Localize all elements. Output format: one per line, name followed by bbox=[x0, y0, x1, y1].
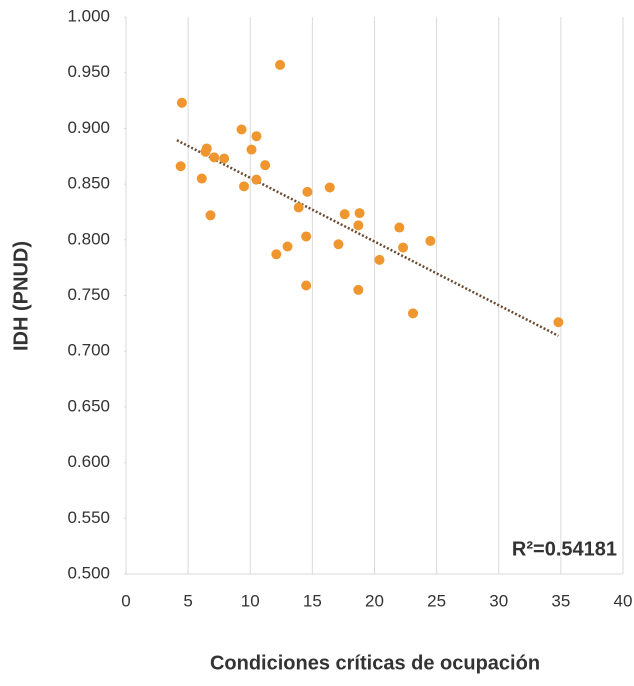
y-tick-label: 1.000 bbox=[67, 6, 110, 25]
y-tick-label: 0.850 bbox=[67, 174, 110, 193]
point bbox=[302, 186, 313, 197]
x-tick-label: 20 bbox=[365, 591, 384, 610]
trendline bbox=[176, 139, 559, 337]
point bbox=[209, 152, 220, 163]
r2-annotation: R²=0.54181 bbox=[512, 538, 617, 560]
x-tick-label: 10 bbox=[241, 591, 260, 610]
point bbox=[246, 144, 257, 155]
point bbox=[251, 174, 262, 185]
point bbox=[196, 173, 207, 184]
x-tick-label: 15 bbox=[303, 591, 322, 610]
x-tick-label: 40 bbox=[614, 591, 633, 610]
point bbox=[219, 153, 230, 164]
point bbox=[353, 284, 364, 295]
point bbox=[205, 210, 216, 221]
point bbox=[339, 209, 350, 220]
y-tick-label: 0.700 bbox=[67, 341, 110, 360]
y-tick-label: 0.950 bbox=[67, 62, 110, 81]
point bbox=[333, 239, 344, 250]
point bbox=[301, 231, 312, 242]
y-tick-label: 0.500 bbox=[67, 563, 110, 582]
point bbox=[301, 280, 312, 291]
point bbox=[200, 146, 211, 157]
point bbox=[271, 249, 282, 260]
point bbox=[553, 317, 564, 328]
point bbox=[353, 220, 364, 231]
x-tick-label: 25 bbox=[427, 591, 446, 610]
point bbox=[260, 160, 271, 171]
y-tick-label: 0.900 bbox=[67, 118, 110, 137]
y-tick-label: 0.800 bbox=[67, 229, 110, 248]
point bbox=[176, 97, 187, 108]
x-axis-label: Condiciones críticas de ocupación bbox=[210, 652, 540, 674]
point bbox=[354, 208, 365, 219]
point bbox=[239, 181, 250, 192]
y-tick-label: 0.550 bbox=[67, 508, 110, 527]
point bbox=[425, 235, 436, 246]
y-axis-label: IDH (PNUD) bbox=[10, 241, 32, 351]
y-tick-label: 0.600 bbox=[67, 452, 110, 471]
point bbox=[324, 182, 335, 193]
y-tick-label: 0.750 bbox=[67, 285, 110, 304]
x-tick-label: 35 bbox=[551, 591, 570, 610]
point bbox=[175, 161, 186, 172]
y-tick-label: 0.650 bbox=[67, 396, 110, 415]
point bbox=[398, 242, 409, 253]
x-tick-label: 0 bbox=[121, 591, 130, 610]
point bbox=[251, 131, 262, 142]
point bbox=[293, 202, 304, 213]
point bbox=[282, 241, 293, 252]
point bbox=[236, 124, 247, 135]
x-tick-label: 30 bbox=[489, 591, 508, 610]
point bbox=[408, 308, 419, 319]
point bbox=[374, 254, 385, 265]
point bbox=[394, 222, 405, 233]
x-tick-label: 5 bbox=[183, 591, 192, 610]
point bbox=[275, 59, 286, 70]
